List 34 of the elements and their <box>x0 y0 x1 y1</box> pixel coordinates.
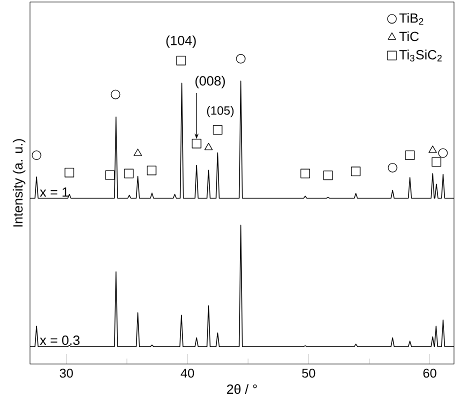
point <box>300 168 310 178</box>
annotation: (104) <box>166 35 196 48</box>
series-label: x = 0.3 <box>40 336 80 345</box>
point <box>146 166 156 176</box>
legend-label: TiC <box>399 31 419 42</box>
point <box>432 157 442 167</box>
y-axis-title: Intensity (a. u.) <box>12 139 26 226</box>
x-tick-label: 50 <box>302 368 316 378</box>
point <box>438 148 448 158</box>
point <box>351 166 360 176</box>
point <box>204 142 213 150</box>
point <box>428 146 437 153</box>
annotation: (008) <box>195 76 225 88</box>
point <box>105 170 115 180</box>
point <box>176 56 186 66</box>
point <box>134 148 142 156</box>
point <box>64 168 74 178</box>
annotation: (105) <box>207 106 234 118</box>
point <box>110 90 120 100</box>
x-tick-label: 40 <box>180 368 194 378</box>
x-axis-title: 2θ / ° <box>227 384 257 394</box>
legend-label: Ti$_{3}$SiC$_{2}$ <box>399 50 442 62</box>
point <box>124 168 134 178</box>
legend-label: TiB$_{2}$ <box>399 13 424 25</box>
point <box>212 125 222 135</box>
point <box>192 138 202 148</box>
point <box>405 150 415 160</box>
point <box>388 162 398 172</box>
point <box>236 54 246 64</box>
x-tick-label: 60 <box>423 368 436 378</box>
x-tick-label: 30 <box>60 368 73 378</box>
series-label: x = 1 <box>40 187 68 197</box>
point <box>323 170 333 180</box>
point <box>32 150 42 160</box>
